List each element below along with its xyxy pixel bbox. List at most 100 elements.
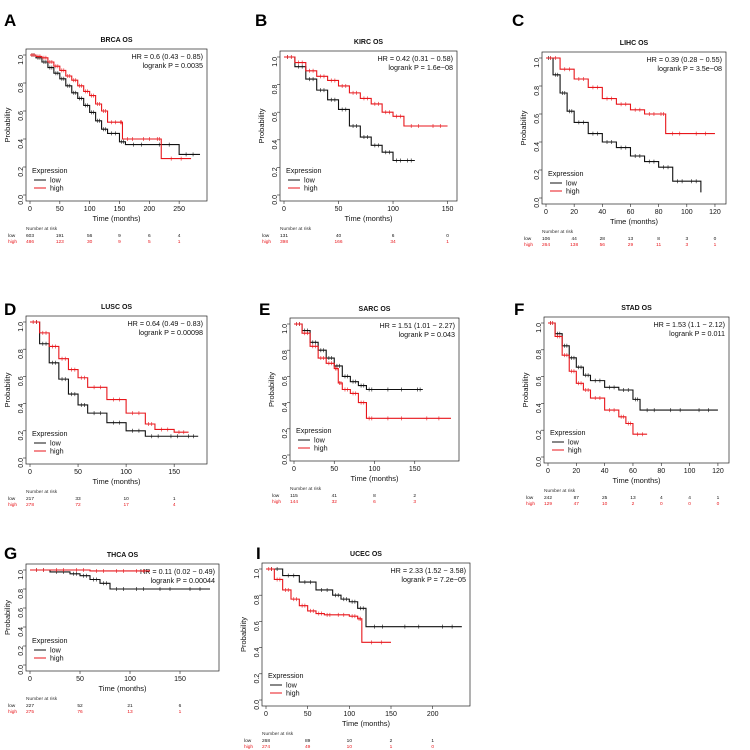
y-tick-label: 0.2 bbox=[282, 429, 289, 439]
x-tick-label: 150 bbox=[409, 466, 421, 473]
risk-count-low: 6 bbox=[148, 233, 151, 239]
legend-label-high: high bbox=[50, 654, 64, 663]
legend-label-high: high bbox=[50, 447, 64, 456]
risk-count-high: 144 bbox=[290, 499, 298, 505]
risk-count-high: 3 bbox=[413, 499, 416, 505]
risk-row-label-high: high bbox=[244, 744, 253, 750]
risk-count-low: 242 bbox=[544, 495, 552, 501]
x-tick-label: 150 bbox=[114, 206, 126, 213]
x-axis-label: Time (months) bbox=[98, 684, 147, 693]
legend-title: Expression bbox=[548, 169, 584, 178]
risk-count-high: 1 bbox=[179, 709, 182, 715]
y-tick-label: 0.8 bbox=[18, 589, 25, 599]
logrank-p: logrank P = 1.6e−08 bbox=[388, 63, 453, 72]
km-curve-high bbox=[30, 54, 192, 160]
panel-letter: G bbox=[4, 544, 17, 563]
x-tick-label: 40 bbox=[598, 209, 606, 216]
panel-kirc: B KIRC OS 0.0 0.2 0.4 0.6 0.8 1.0 0 50 100 150 Time … bbox=[255, 11, 458, 245]
y-tick-label: 0.2 bbox=[536, 430, 543, 440]
y-tick-label: 1.0 bbox=[18, 322, 25, 332]
panel-stad: F STAD OS0.00.20.40.60.81.00 20 40 60 80 100 12… bbox=[514, 300, 730, 507]
risk-count-high: 123 bbox=[56, 239, 64, 245]
plot-frame bbox=[25, 563, 220, 672]
risk-count-high: 275 bbox=[26, 709, 34, 715]
y-tick-label: 1.0 bbox=[18, 570, 25, 580]
y-tick-label: 0.8 bbox=[282, 350, 289, 360]
x-tick-label: 60 bbox=[629, 468, 637, 475]
legend-label-high: high bbox=[568, 446, 582, 455]
x-axis-label: Time (months) bbox=[610, 217, 659, 226]
y-tick-label: 0.8 bbox=[18, 83, 25, 93]
y-tick-label: 0.0 bbox=[282, 455, 289, 465]
panel-letter: E bbox=[259, 300, 270, 319]
y-tick-label: 0.4 bbox=[18, 139, 25, 149]
y-axis-label: Probability bbox=[257, 108, 266, 143]
risk-count-high: 1 bbox=[390, 744, 393, 750]
panel-sarc: E SARC OS 0.0 0.2 0.4 0.6 0.8 1.0 0 50 100 150 Time … bbox=[259, 300, 460, 505]
x-tick-label: 0 bbox=[28, 469, 32, 476]
y-axis-label: Probability bbox=[521, 372, 530, 407]
risk-row-label-low: low bbox=[8, 233, 16, 239]
legend-label-low: low bbox=[314, 436, 326, 445]
x-tick-label: 50 bbox=[304, 711, 312, 718]
risk-count-high: 47 bbox=[574, 501, 580, 507]
risk-count-high: 0 bbox=[660, 501, 663, 507]
risk-count-low: 1 bbox=[431, 738, 434, 744]
risk-count-high: 138 bbox=[570, 242, 578, 248]
logrank-p: logrank P = 0.00044 bbox=[151, 576, 215, 585]
risk-count-low: 28 bbox=[600, 236, 606, 242]
y-tick-label: 0.4 bbox=[18, 627, 25, 637]
risk-count-high: 1 bbox=[178, 239, 181, 245]
y-tick-label: 0.4 bbox=[272, 140, 279, 150]
chart-title: THCA OS bbox=[107, 552, 139, 559]
risk-row-label-low: low bbox=[244, 738, 252, 744]
legend-label-low: low bbox=[566, 179, 578, 188]
x-tick-label: 150 bbox=[168, 469, 180, 476]
risk-count-low: 1 bbox=[173, 496, 176, 502]
risk-count-high: 9 bbox=[118, 239, 121, 245]
km-curve-high bbox=[266, 568, 391, 643]
y-tick-label: 0.2 bbox=[272, 167, 279, 177]
x-tick-label: 100 bbox=[681, 209, 693, 216]
y-tick-label: 0.6 bbox=[254, 621, 261, 631]
x-tick-label: 100 bbox=[120, 469, 132, 476]
hazard-ratio: HR = 0.42 (0.31 − 0.58) bbox=[377, 54, 453, 63]
y-tick-label: 1.0 bbox=[534, 58, 541, 68]
risk-count-low: 268 bbox=[262, 738, 270, 744]
panel-letter: I bbox=[256, 544, 261, 563]
x-tick-label: 100 bbox=[684, 468, 696, 475]
risk-row-label-high: high bbox=[526, 501, 535, 507]
risk-row-label-high: high bbox=[272, 499, 281, 505]
x-tick-label: 0 bbox=[28, 206, 32, 213]
legend-label-low: low bbox=[50, 439, 62, 448]
risk-count-low: 227 bbox=[26, 703, 34, 709]
legend-label-low: low bbox=[286, 681, 298, 690]
legend-title: Expression bbox=[268, 671, 304, 680]
y-axis-label: Probability bbox=[267, 372, 276, 407]
legend-title: Expression bbox=[296, 426, 332, 435]
risk-count-low: 0 bbox=[446, 233, 449, 239]
logrank-p: logrank P = 0.00098 bbox=[139, 328, 203, 337]
legend-label-low: low bbox=[304, 176, 316, 185]
risk-count-low: 89 bbox=[305, 738, 311, 744]
risk-count-low: 217 bbox=[26, 496, 34, 502]
risk-count-high: 30 bbox=[87, 239, 93, 245]
risk-count-high: 29 bbox=[628, 242, 634, 248]
risk-count-high: 129 bbox=[544, 501, 552, 507]
plot-frame bbox=[25, 48, 208, 202]
y-axis-label: Probability bbox=[239, 617, 248, 652]
y-tick-label: 0.4 bbox=[254, 647, 261, 657]
risk-count-high: 13 bbox=[127, 709, 133, 715]
x-tick-label: 200 bbox=[427, 711, 439, 718]
y-tick-label: 0.4 bbox=[534, 142, 541, 152]
risk-count-low: 25 bbox=[602, 495, 608, 501]
legend-title: Expression bbox=[32, 166, 68, 175]
x-tick-label: 150 bbox=[442, 206, 454, 213]
hazard-ratio: HR = 0.64 (0.49 − 0.83) bbox=[127, 319, 203, 328]
y-tick-label: 0.6 bbox=[18, 608, 25, 618]
x-tick-label: 100 bbox=[84, 206, 96, 213]
km-curve-high bbox=[284, 56, 448, 127]
risk-count-low: 191 bbox=[56, 233, 64, 239]
km-curve-high bbox=[30, 569, 150, 572]
